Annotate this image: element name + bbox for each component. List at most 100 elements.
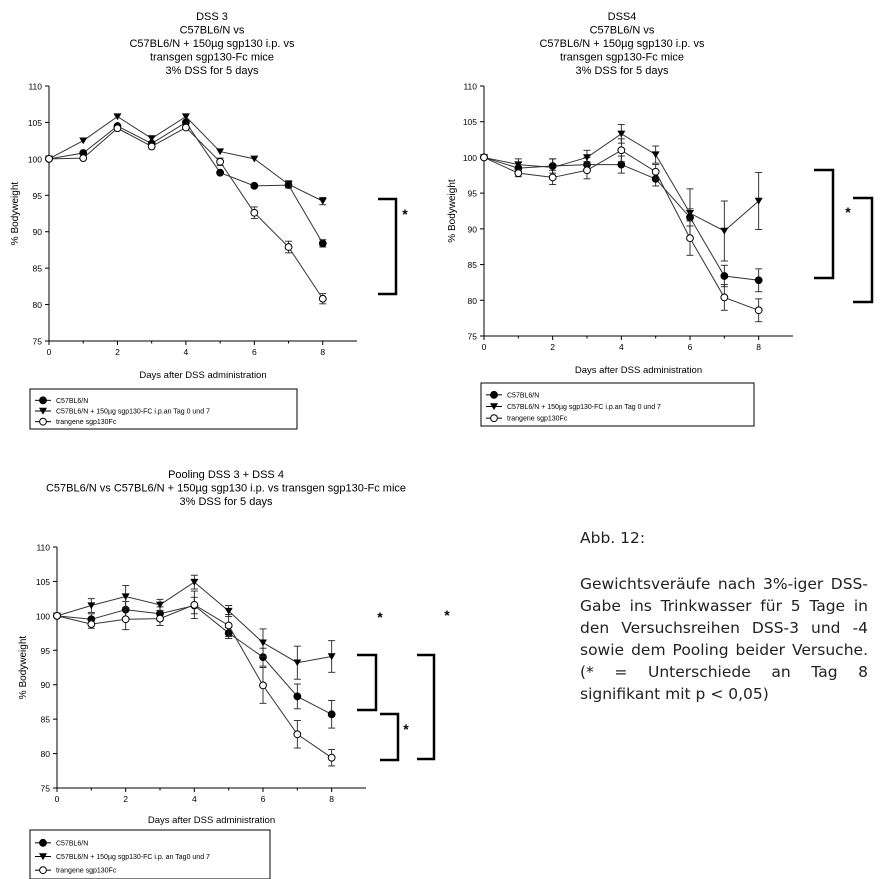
figure-caption: Abb. 12: Gewichtsveräufe nach 3%-iger DS…: [580, 527, 868, 705]
data-point: [216, 168, 225, 177]
legend-label: trangene sgp130Fc: [56, 868, 117, 875]
y-tick-label: 110: [28, 82, 42, 92]
x-tick-label: 2: [115, 347, 120, 357]
significance-star: *: [845, 204, 851, 220]
chart-title-line: DSS4: [608, 11, 637, 23]
chart-title-line: C57BL6/N + 150µg sgp130 i.p. vs: [129, 38, 295, 50]
y-tick-label: 110: [463, 82, 477, 92]
legend-label: C57BL6/N: [56, 840, 88, 847]
series-line: [48, 126, 324, 300]
data-point: [720, 272, 729, 280]
legend-box: [29, 388, 298, 430]
y-tick-label: 90: [33, 227, 43, 237]
data-point: [250, 155, 259, 163]
y-tick-label: 100: [36, 611, 50, 621]
series-line: [56, 604, 332, 715]
data-point: [318, 197, 327, 205]
x-tick-label: 0: [47, 347, 52, 357]
data-point: [720, 293, 729, 302]
y-tick-label: 85: [33, 264, 43, 274]
chart-pooling: Pooling DSS 3 + DSS 4 C57BL6/N vs C57BL6/…: [18, 469, 450, 879]
data-point: [651, 167, 660, 176]
legend-label: C57BL6/N + 150µg sgp130-FC i.p. an Tag0 …: [56, 854, 210, 861]
data-point: [754, 276, 763, 285]
legend-marker: [39, 853, 47, 861]
data-point: [293, 730, 302, 739]
x-tick-label: 6: [261, 794, 266, 804]
significance-bracket: [380, 712, 400, 762]
data-point: [583, 154, 591, 162]
y-tick-label: 95: [33, 191, 43, 201]
legend-marker: [490, 390, 498, 399]
data-point: [686, 209, 694, 217]
y-tick-label: 95: [468, 189, 478, 199]
chart-title-line: 3% DSS for 5 days: [166, 65, 259, 77]
significance-bracket: [814, 168, 835, 280]
y-tick-label: 80: [41, 749, 51, 759]
x-tick-label: 6: [252, 347, 257, 357]
x-tick-label: 6: [688, 342, 693, 352]
caption-text: Gewichtsveräufe nach 3%-iger DSS-Gabe in…: [580, 575, 868, 703]
data-point: [147, 142, 156, 151]
significance-bracket: [853, 196, 874, 304]
data-point: [318, 239, 327, 248]
data-point: [156, 614, 164, 623]
chart-title-line: transgen sgp130-Fc mice: [560, 52, 684, 64]
x-tick-label: 0: [482, 342, 487, 352]
legend-marker: [39, 396, 47, 405]
data-point: [617, 146, 626, 155]
y-tick-label: 75: [33, 337, 43, 347]
significance-bracket: [417, 653, 436, 761]
y-tick-label: 90: [41, 680, 51, 690]
y-tick-label: 105: [36, 577, 50, 587]
y-axis-label: % Bodyweight: [18, 636, 29, 700]
chart-title-line: C57BL6/N vs: [180, 25, 245, 37]
data-point: [121, 593, 130, 601]
x-tick-label: 8: [320, 347, 325, 357]
data-point: [113, 113, 122, 121]
chart-title-line: C57BL6/N + 150µg sgp130 i.p. vs: [539, 38, 705, 50]
data-point: [284, 243, 293, 251]
x-tick-label: 2: [123, 794, 128, 804]
y-tick-label: 105: [463, 117, 477, 127]
y-tick-label: 95: [41, 646, 51, 656]
data-point: [181, 123, 190, 132]
data-point: [181, 113, 190, 121]
data-point: [514, 169, 523, 178]
x-tick-label: 8: [329, 794, 334, 804]
chart-title-line: transgen sgp130-Fc mice: [150, 52, 274, 64]
chart-title-line: 3% DSS for 5 days: [576, 65, 669, 77]
data-point: [754, 306, 763, 315]
data-point: [259, 639, 267, 647]
data-point: [651, 151, 660, 159]
data-point: [327, 710, 336, 719]
y-tick-label: 90: [468, 224, 478, 234]
data-point: [284, 181, 293, 188]
data-point: [216, 148, 225, 156]
y-tick-label: 75: [468, 332, 478, 342]
x-axis-label: Days after DSS administration: [575, 365, 702, 376]
y-tick-label: 85: [41, 715, 51, 725]
data-point: [480, 153, 488, 162]
legend-marker: [490, 414, 498, 423]
legend-marker: [39, 407, 47, 415]
significance-star: *: [444, 607, 450, 623]
data-point: [224, 621, 233, 630]
data-point: [79, 154, 88, 163]
x-axis-label: Days after DSS administration: [139, 370, 266, 381]
legend-marker: [39, 417, 47, 426]
data-point: [250, 208, 259, 217]
data-point: [259, 681, 267, 690]
legend-marker: [39, 866, 47, 875]
y-tick-label: 85: [468, 260, 478, 270]
y-tick-label: 75: [41, 784, 51, 794]
chart-title-line: C57BL6/N vs C57BL6/N + 150µg sgp130 i.p.…: [46, 483, 406, 495]
legend-label: C57BL6/N: [56, 398, 88, 405]
x-tick-label: 4: [184, 347, 189, 357]
x-tick-label: 0: [55, 794, 60, 804]
series-line: [483, 149, 759, 311]
legend-label: C57BL6/N + 150µg sgp130-FC i.p.an Tag 0 …: [56, 409, 210, 416]
